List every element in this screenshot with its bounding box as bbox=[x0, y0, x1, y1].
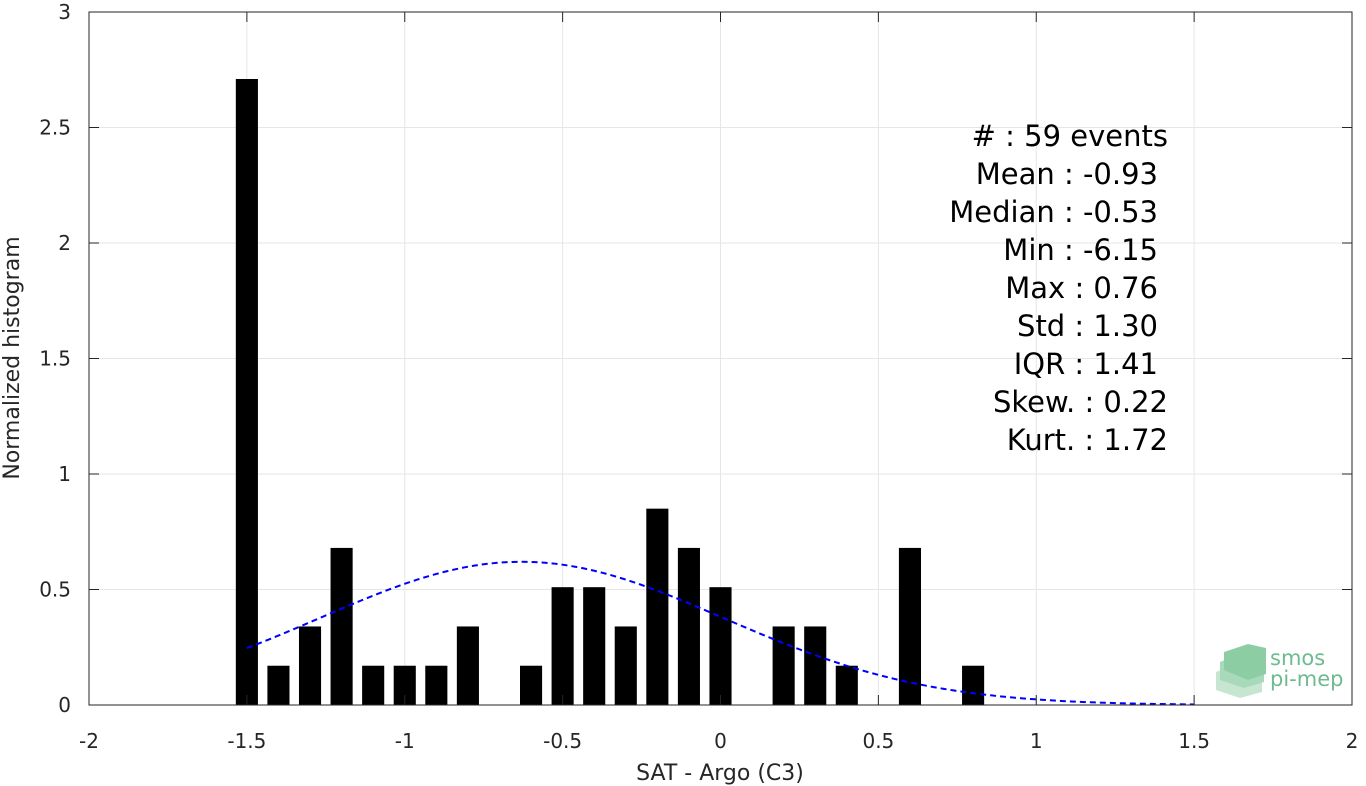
x-tick-label: 1.5 bbox=[1178, 729, 1210, 753]
stats-line: Kurt. : 1.72 bbox=[1007, 423, 1168, 457]
histogram-bar bbox=[835, 665, 858, 705]
histogram-bar bbox=[393, 665, 416, 705]
x-tick-label: -1 bbox=[395, 729, 415, 753]
logo-layers-icon bbox=[1216, 644, 1266, 698]
histogram-bar bbox=[962, 665, 985, 705]
histogram-bar bbox=[804, 626, 827, 705]
y-tick-label: 0 bbox=[58, 693, 71, 717]
stats-line: Std : 1.30 bbox=[1017, 309, 1158, 343]
axes bbox=[88, 11, 1353, 706]
histogram-bar bbox=[456, 626, 479, 705]
y-tick-label: 3 bbox=[58, 0, 71, 24]
x-tick-label: -0.5 bbox=[543, 729, 582, 753]
tick-labels: -2 -1.5 -1 -0.5 0 0.5 1 1.5 2 0 0.5 1 1.5 2 2.5 3 bbox=[39, 0, 1358, 753]
histogram-bar bbox=[583, 587, 606, 705]
histogram-bar bbox=[677, 547, 700, 705]
y-tick-label: 0.5 bbox=[39, 578, 71, 602]
histogram-bar bbox=[614, 626, 637, 705]
stats-line: IQR : 1.41 bbox=[1014, 347, 1158, 381]
y-tick-label: 1.5 bbox=[39, 347, 71, 371]
histogram-bar bbox=[330, 547, 353, 705]
histogram-bar bbox=[646, 508, 669, 705]
histogram-bar bbox=[709, 587, 732, 705]
y-axis-label: Normalized histogram bbox=[0, 236, 25, 479]
x-tick-label: 0.5 bbox=[862, 729, 894, 753]
stats-line: Median : -0.53 bbox=[949, 195, 1158, 229]
fit-curve-group bbox=[246, 560, 1195, 706]
stats-line: # : 59 events bbox=[972, 119, 1168, 153]
smos-pi-mep-logo: smos pi-mep bbox=[1216, 644, 1343, 698]
x-tick-label: 2 bbox=[1346, 729, 1359, 753]
histogram-bar bbox=[235, 78, 258, 706]
x-axis-label: SAT - Argo (C3) bbox=[636, 761, 804, 786]
x-tick-label: -2 bbox=[79, 729, 99, 753]
x-tick-label: 1 bbox=[1030, 729, 1043, 753]
y-tick-label: 2.5 bbox=[39, 116, 71, 140]
logo-text-line1: smos bbox=[1270, 646, 1325, 670]
x-tick-label: -1.5 bbox=[227, 729, 266, 753]
x-tick-label: 0 bbox=[714, 729, 727, 753]
stats-line: Min : -6.15 bbox=[1003, 233, 1158, 267]
stats-line: Skew. : 0.22 bbox=[993, 385, 1168, 419]
y-tick-label: 2 bbox=[58, 231, 71, 255]
histogram-bar bbox=[425, 665, 448, 705]
histogram-bar bbox=[772, 626, 795, 705]
histogram-bar bbox=[898, 547, 922, 705]
stats-line: Max : 0.76 bbox=[1005, 271, 1158, 305]
gaussian-fit-curve bbox=[246, 560, 1195, 706]
histogram-bar bbox=[298, 626, 322, 705]
histogram-bar bbox=[267, 665, 290, 705]
statistics-box: # : 59 events Mean : -0.93 Median : -0.53 M… bbox=[949, 119, 1168, 457]
histogram-bar bbox=[551, 587, 574, 705]
histogram-bar bbox=[519, 665, 543, 705]
logo-text-line2: pi-mep bbox=[1270, 667, 1343, 691]
stats-line: Mean : -0.93 bbox=[976, 157, 1158, 191]
histogram-bar bbox=[362, 665, 385, 705]
y-tick-label: 1 bbox=[58, 462, 71, 486]
